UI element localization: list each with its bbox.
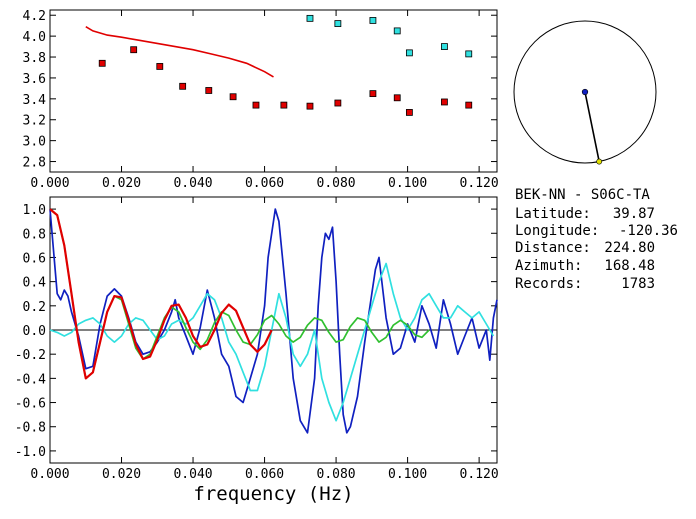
station-pair-label: BEK-NN - S06C-TA (515, 187, 650, 203)
records-value: 1783 (621, 276, 655, 292)
top-y-tick-label: 3.6 (23, 72, 46, 87)
remote-station-marker (596, 158, 603, 165)
records-label: Records: (515, 276, 582, 292)
bottom-x-tick-label: 0.060 (245, 467, 284, 482)
bottom-y-tick-label: -0.4 (15, 372, 46, 387)
top-x-tick-label: 0.120 (460, 176, 499, 191)
top-series-red-line (85, 26, 274, 78)
bottom-y-tick-label: 0.0 (23, 324, 46, 339)
azimuth-label: Azimuth: (515, 258, 582, 274)
top-x-tick-label: 0.060 (245, 176, 284, 191)
top-series-red-marker (130, 46, 138, 54)
distance-label: Distance: (515, 240, 591, 256)
top-y-tick-label: 3.0 (23, 135, 46, 150)
top-y-tick-label: 3.8 (23, 51, 46, 66)
x-axis-label: frequency (Hz) (193, 483, 353, 505)
top-series-red-marker (179, 82, 187, 90)
azimuth-circle (513, 20, 657, 164)
bottom-y-tick-label: 0.4 (23, 276, 47, 291)
top-x-tick-label: 0.100 (388, 176, 427, 191)
bottom-series-cyan-line (49, 262, 495, 422)
bottom-x-tick-label: 0.040 (173, 467, 212, 482)
azimuth-line (584, 91, 600, 162)
bottom-series-red-line (49, 208, 273, 380)
correlation-plot: 0.000 0.020 0.040 0.060 0.080 0.100 0.120 1.0 0.… (15, 196, 499, 505)
top-y-tick-label: 4.2 (23, 9, 46, 24)
top-x-tick-label: 0.080 (317, 176, 356, 191)
top-series-cyan-marker (334, 20, 342, 27)
top-x-tick-label: 0.000 (30, 176, 69, 191)
bottom-y-tick-label: 0.8 (23, 227, 46, 242)
top-series-red-marker (229, 93, 237, 101)
bottom-y-tick-label: 0.6 (23, 251, 46, 266)
top-y-tick-label: 2.8 (23, 156, 46, 171)
top-series-cyan-marker (369, 17, 377, 24)
top-series-cyan-marker (465, 50, 473, 58)
top-series-cyan-marker (405, 49, 413, 57)
center-station-marker (581, 88, 589, 96)
latitude-label: Latitude: (515, 206, 591, 222)
bottom-y-tick-label: -0.6 (15, 397, 46, 412)
longitude-value: -120.36 (619, 223, 678, 239)
bottom-x-tick-label: 0.020 (102, 467, 141, 482)
top-y-tick-label: 4.0 (23, 30, 46, 45)
longitude-label: Longitude: (515, 223, 599, 239)
top-series-cyan-marker (441, 43, 448, 50)
top-series-red-marker (98, 59, 106, 67)
azimuth-value: 168.48 (604, 258, 655, 274)
distance-value: 224.80 (604, 240, 655, 256)
top-series-red-marker (465, 101, 473, 109)
top-series-red-marker (205, 87, 213, 94)
top-series-cyan-marker (306, 14, 314, 22)
top-series-red-marker (405, 109, 413, 116)
top-x-tick-label: 0.020 (102, 176, 141, 191)
bottom-x-tick-label: 0.000 (30, 467, 69, 482)
velocity-plot: 0.000 0.020 0.040 0.060 0.080 0.100 0.120 2.8 3.… (23, 9, 499, 191)
bottom-x-tick-label: 0.080 (317, 467, 356, 482)
azimuth-plot (513, 20, 657, 165)
latitude-value: 39.87 (613, 206, 655, 222)
top-series-red-marker (369, 90, 377, 98)
top-series-red-marker (156, 63, 164, 70)
top-series-red-marker (252, 101, 260, 109)
top-series-red-marker (393, 94, 401, 102)
bottom-y-tick-label: -0.8 (15, 421, 46, 436)
top-series-red-marker (280, 101, 288, 109)
top-x-tick-label: 0.040 (173, 176, 212, 191)
info-panel: BEK-NN - S06C-TA Latitude: 39.87 Longitu… (515, 187, 678, 292)
bottom-y-tick-label: -1.0 (15, 445, 46, 460)
bottom-y-tick-label: 0.2 (23, 300, 46, 315)
top-series-red-marker (306, 102, 314, 110)
top-frame (49, 9, 498, 173)
bottom-x-tick-label: 0.100 (388, 467, 427, 482)
top-y-tick-label: 3.2 (23, 114, 46, 129)
bottom-y-tick-label: -0.2 (15, 348, 46, 363)
top-series-red-marker (334, 99, 342, 107)
top-y-tick-label: 3.4 (23, 93, 47, 108)
bottom-y-tick-label: 1.0 (23, 203, 46, 218)
top-series-cyan-marker (393, 27, 401, 35)
top-series-red-marker (441, 98, 448, 106)
bottom-x-tick-label: 0.120 (460, 467, 499, 482)
